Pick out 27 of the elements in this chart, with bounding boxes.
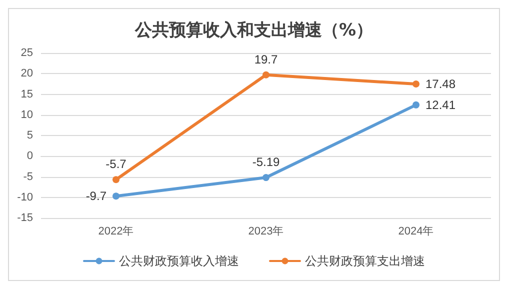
y-tick-label: 15 <box>20 88 33 100</box>
y-tick-label: 10 <box>20 108 33 121</box>
point <box>262 174 270 182</box>
data-label: -5.7 <box>106 157 127 172</box>
x-tick-label: 2022年 <box>98 226 134 238</box>
data-label: 17.48 <box>426 77 456 92</box>
data-label: -9.7 <box>86 189 107 204</box>
y-tick-label: -5 <box>23 170 33 183</box>
data-label: 12.41 <box>426 98 456 112</box>
chart-title: 公共预算收入和支出增速（%） <box>134 20 374 40</box>
legend-label: 公共财政预算支出增速 <box>305 254 425 268</box>
y-tick-label: 25 <box>20 47 33 59</box>
data-label: -5.19 <box>252 155 280 170</box>
x-tick-label: 2023年 <box>248 226 284 238</box>
point <box>112 192 120 200</box>
y-tick-label: -10 <box>17 191 33 204</box>
point <box>412 80 420 88</box>
y-tick-label: 0 <box>26 150 33 162</box>
x-tick-label: 2024年 <box>398 226 434 238</box>
legend-label: 公共财政预算收入增速 <box>119 254 239 268</box>
y-tick-label: 5 <box>26 130 33 142</box>
y-tick-label: 20 <box>20 68 33 80</box>
y-tick-label: -15 <box>17 212 33 224</box>
point <box>112 176 120 184</box>
data-label: 19.7 <box>254 52 278 66</box>
point <box>412 101 420 108</box>
point <box>262 71 270 78</box>
